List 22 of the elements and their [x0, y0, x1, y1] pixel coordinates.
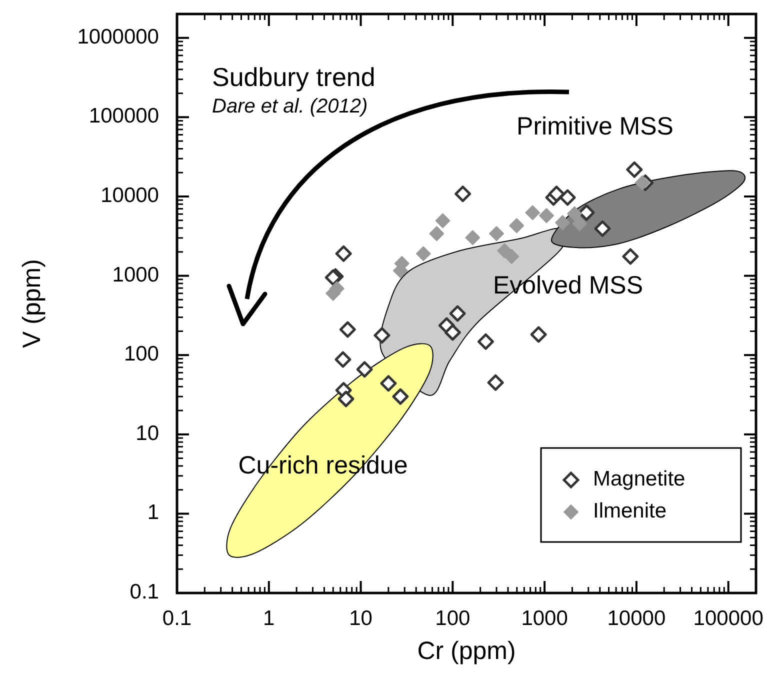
y-tick-label: 100000 — [88, 104, 159, 128]
legend-label: Magnetite — [593, 468, 686, 491]
x-tick-label: 100000 — [693, 607, 764, 630]
y-tick-label: 100 — [124, 342, 159, 366]
annotation: Sudbury trend — [212, 62, 376, 92]
x-tick-label: 0.1 — [162, 607, 192, 630]
x-tick-label: 100 — [435, 607, 470, 630]
y-tick-label: 10000 — [100, 184, 159, 208]
y-tick-label: 1000000 — [77, 25, 159, 48]
x-axis-title: Cr (ppm) — [417, 637, 516, 665]
y-tick-label: 1 — [147, 501, 159, 524]
x-tick-label: 1 — [263, 607, 275, 630]
x-tick-label: 1000 — [521, 607, 568, 630]
y-tick-label: 10 — [136, 422, 159, 445]
y-tick-label: 0.1 — [130, 580, 159, 604]
x-tick-label: 10 — [349, 607, 372, 630]
annotation: Dare et al. (2012) — [212, 95, 368, 118]
y-axis-title: V (ppm) — [18, 259, 46, 348]
annotation: Primitive MSS — [516, 112, 674, 141]
x-tick-label: 10000 — [607, 607, 666, 630]
y-tick-label: 1000 — [112, 263, 159, 286]
legend-label: Ilmenite — [593, 500, 667, 523]
